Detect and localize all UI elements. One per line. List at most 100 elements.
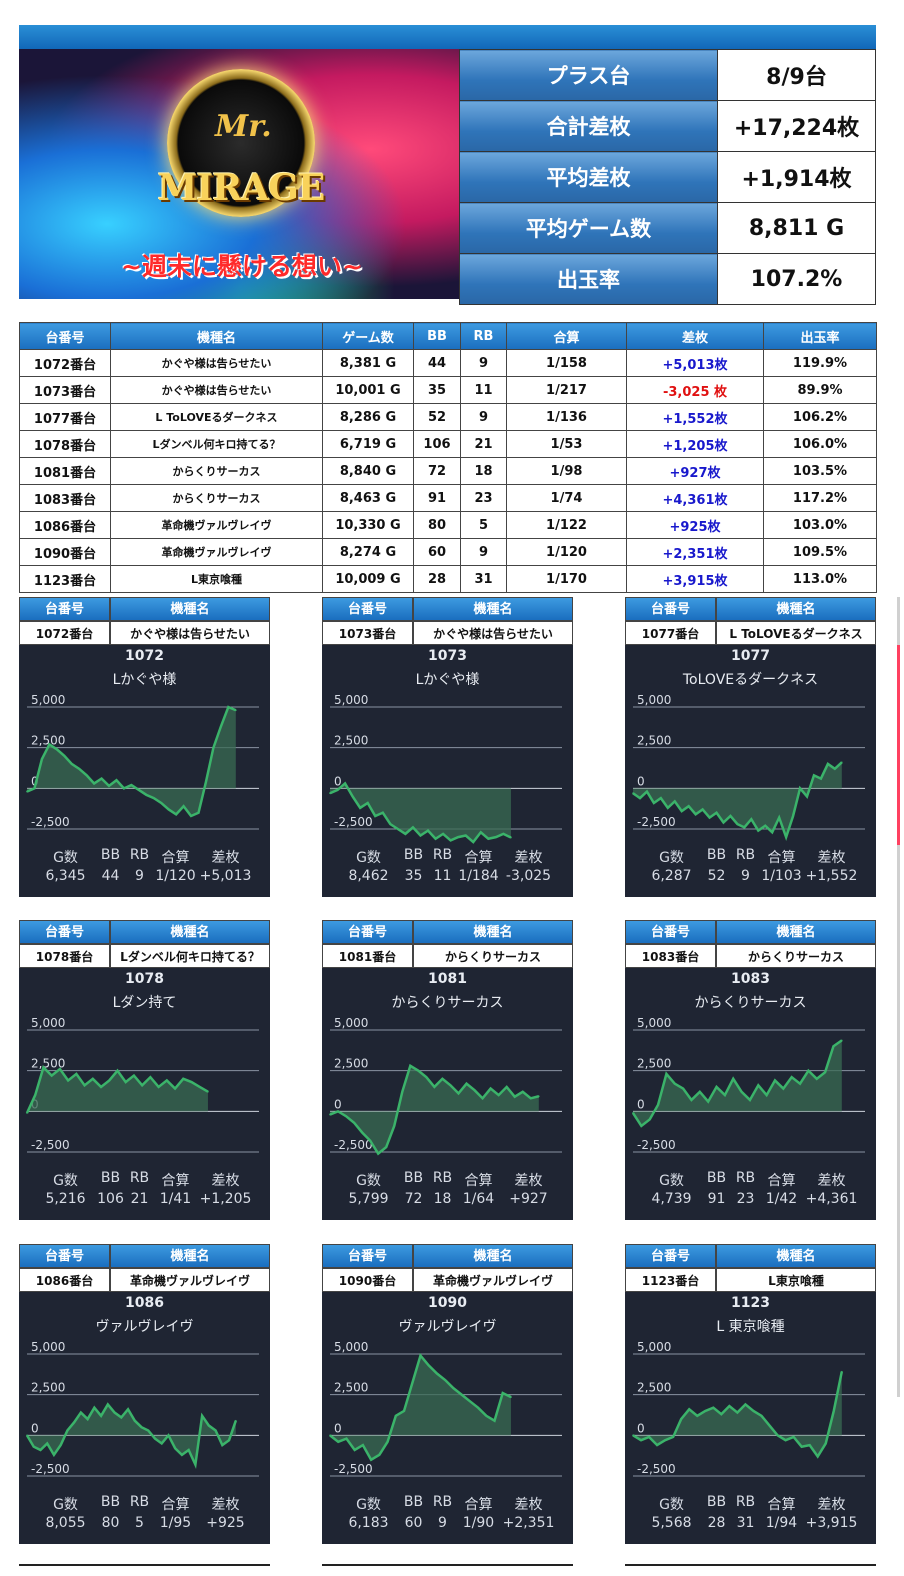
cell-rate: 113.0% <box>763 565 877 593</box>
data-point <box>33 787 36 790</box>
card-header-model: 機種名 <box>413 920 573 944</box>
summary-row-plus: プラス台 8/9台 <box>459 49 876 101</box>
data-point <box>442 833 444 835</box>
data-point <box>187 1449 190 1451</box>
machine-card-1086: 台番号 機種名 1086番台 革命機ヴァルヴレイヴ 5,000 2,500 0 -2,500 1… <box>19 1244 270 1544</box>
stat-label-rb: RB <box>432 1170 453 1186</box>
card-header-no: 台番号 <box>322 1244 413 1268</box>
stat-label-diff: 差枚 <box>817 1173 846 1189</box>
card-model-name: からくりサーカス <box>413 944 573 968</box>
data-point <box>792 815 794 817</box>
data-point <box>529 1097 532 1100</box>
y-tick-label: -2,500 <box>637 815 676 829</box>
stat-label-rb: RB <box>735 1170 756 1186</box>
stat-diff: +4,361 <box>805 1191 858 1207</box>
chart-panel: 5,000 2,500 0 -2,500 1083 からくりサーカス G数 BB RB 合算 差枚 4… <box>625 968 876 1220</box>
chart-panel: 5,000 2,500 0 -2,500 1081 からくりサーカス G数 BB RB 合算 差枚 5… <box>322 968 573 1220</box>
medal-emblem <box>167 69 315 217</box>
cell-no: 1086番台 <box>19 511 111 539</box>
data-point <box>124 1081 127 1083</box>
data-point <box>50 1074 53 1077</box>
chart-subtitle: Lダン持て <box>112 995 177 1011</box>
card-header: 台番号 機種名 <box>322 597 573 621</box>
data-point <box>648 1436 650 1438</box>
data-point <box>353 1121 355 1124</box>
data-point <box>521 1091 524 1093</box>
y-tick-label: 0 <box>637 1421 645 1435</box>
stat-label-games: G数 <box>53 1173 78 1189</box>
data-point <box>743 826 746 829</box>
data-point <box>760 1415 763 1417</box>
scrollbar-thumb[interactable] <box>897 645 900 845</box>
cell-combined: 1/120 <box>506 538 627 566</box>
y-tick-label: 0 <box>334 774 342 788</box>
cell-no: 1083番台 <box>19 484 111 512</box>
next-card-edge <box>322 1564 573 1566</box>
data-point <box>116 1069 119 1072</box>
stat-combined: 1/64 <box>462 1191 495 1207</box>
cell-combined: 1/98 <box>506 457 627 485</box>
chart-subtitle: からくりサーカス <box>391 995 504 1011</box>
y-tick-label: 0 <box>637 1097 645 1111</box>
stats-values: 5,216 106 21 1/41 +1,205 <box>19 1191 270 1207</box>
data-point <box>464 834 467 837</box>
cell-rb: 5 <box>460 511 507 539</box>
diff-chart: 5,000 2,500 0 -2,500 <box>632 1340 865 1477</box>
cell-combined: 1/217 <box>506 376 627 404</box>
data-point <box>701 808 704 811</box>
data-point <box>640 1439 642 1442</box>
y-tick-label: 0 <box>334 1421 342 1435</box>
data-point <box>93 782 95 785</box>
data-point <box>359 807 361 809</box>
y-tick-label: 0 <box>31 1421 39 1435</box>
data-point <box>100 1415 102 1417</box>
summary-value: 107.2% <box>717 253 876 305</box>
data-point <box>427 829 429 832</box>
stat-label-rb: RB <box>129 847 150 863</box>
data-point <box>381 811 384 814</box>
machine-card-1081: 台番号 機種名 1081番台 からくりサーカス 5,000 2,500 0 -2,500 108… <box>322 920 573 1220</box>
cell-games: 10,330 G <box>322 511 414 539</box>
data-point <box>832 1410 835 1412</box>
y-tick-label: 5,000 <box>31 1016 65 1030</box>
stats-header: G数 BB RB 合算 差枚 <box>19 1170 270 1190</box>
y-tick-label: -2,500 <box>31 815 70 829</box>
data-point <box>113 1411 116 1414</box>
card-header-no: 台番号 <box>625 920 716 944</box>
card-machine-no: 1073番台 <box>322 621 413 645</box>
stat-rb: 9 <box>741 868 750 884</box>
data-point <box>708 816 711 819</box>
scrollbar-track[interactable] <box>897 597 900 1397</box>
data-point <box>154 1437 156 1440</box>
col-header-rate: 出玉率 <box>763 322 877 350</box>
data-point <box>75 1073 78 1075</box>
stat-diff: +1,552 <box>805 868 858 884</box>
diff-chart: 5,000 2,500 0 -2,500 <box>329 1340 562 1477</box>
stat-diff: +925 <box>206 1515 245 1531</box>
chart-title: 1078 <box>125 971 164 987</box>
next-card-edge <box>19 1564 270 1566</box>
stats-values: 6,183 60 9 1/90 +2,351 <box>322 1515 573 1531</box>
summary-value: +17,224枚 <box>717 100 876 152</box>
y-tick-label: 2,500 <box>637 1381 671 1395</box>
data-point <box>757 829 760 832</box>
data-point <box>127 1408 129 1411</box>
stat-label-combined: 合算 <box>161 1497 190 1513</box>
data-point <box>212 746 215 749</box>
data-point <box>66 1429 69 1432</box>
y-tick-label: 2,500 <box>31 1381 65 1395</box>
data-point <box>449 1084 452 1087</box>
stat-rb: 21 <box>130 1191 149 1207</box>
data-point <box>67 1079 69 1082</box>
data-point <box>395 1415 397 1417</box>
stats-values: 5,568 28 31 1/94 +3,915 <box>625 1515 876 1531</box>
cell-diff: +4,361枚 <box>626 484 764 512</box>
data-point <box>495 836 497 838</box>
data-point <box>749 1099 751 1101</box>
data-point <box>80 1411 82 1414</box>
cell-rate: 89.9% <box>763 376 877 404</box>
cell-combined: 1/122 <box>506 511 627 539</box>
col-header-rb: RB <box>460 322 507 350</box>
stats-values: 4,739 91 23 1/42 +4,361 <box>625 1191 876 1207</box>
stat-label-bb: BB <box>100 1170 121 1186</box>
